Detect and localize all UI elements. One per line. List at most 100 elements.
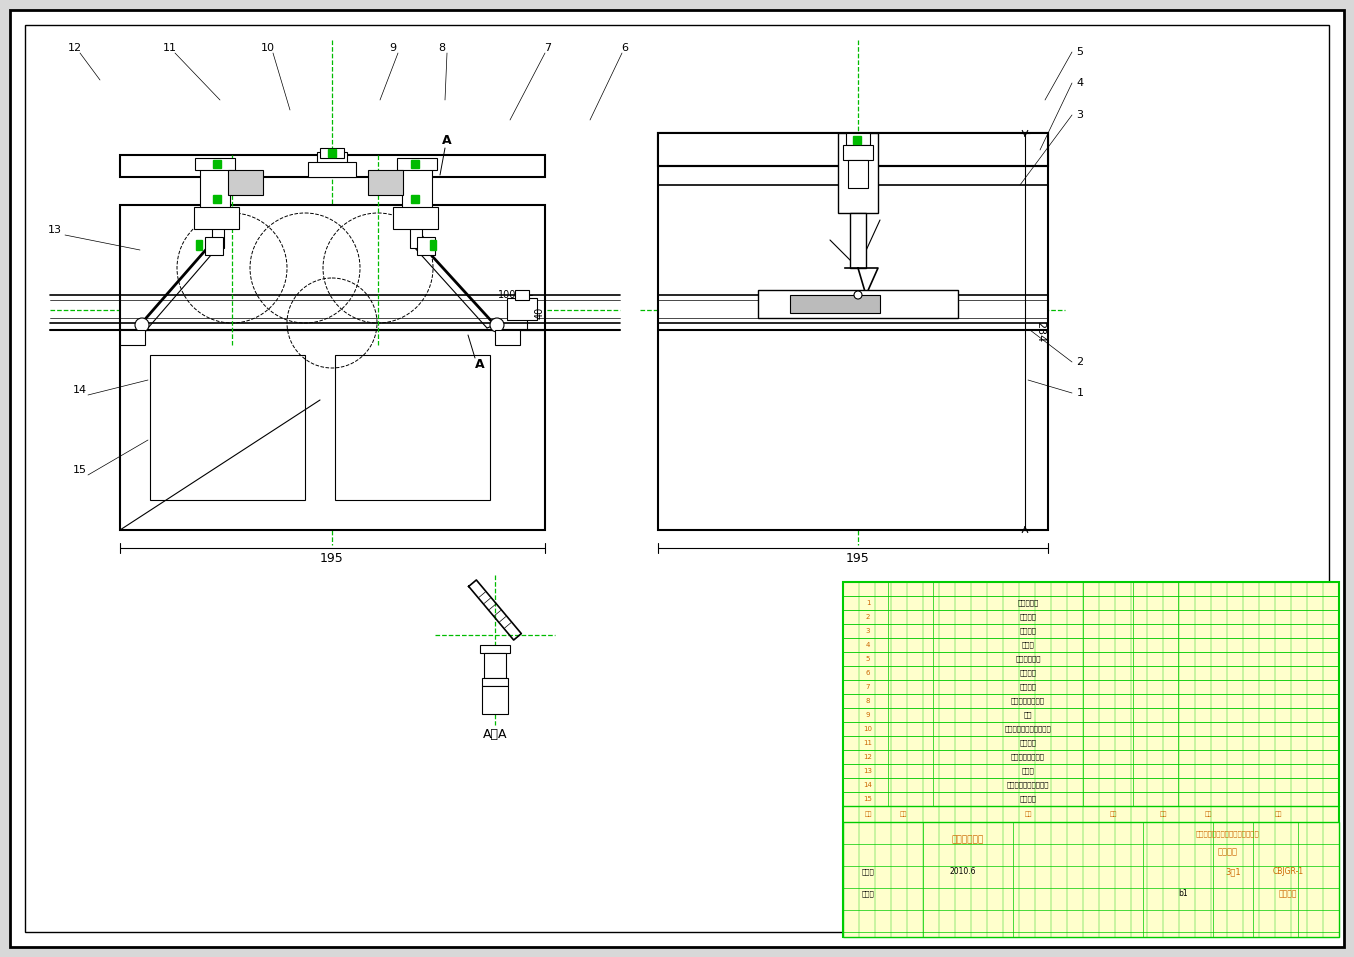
Text: 4: 4 <box>865 642 871 648</box>
Bar <box>121 330 546 530</box>
Text: 破冰小车: 破冰小车 <box>1020 670 1037 677</box>
Text: 输电线路除冰机器人除冰机构之一: 输电线路除冰机器人除冰机构之一 <box>1196 831 1259 837</box>
Text: 序号: 序号 <box>864 811 872 816</box>
Bar <box>844 145 873 160</box>
Bar <box>850 213 867 268</box>
Text: 破冰电机导平弹簧: 破冰电机导平弹簧 <box>1011 698 1045 704</box>
Text: 8: 8 <box>439 43 445 53</box>
Text: 15: 15 <box>864 796 872 802</box>
Text: 备注: 备注 <box>1274 811 1282 816</box>
Text: 重量: 重量 <box>1204 811 1212 816</box>
Text: 14: 14 <box>864 782 872 788</box>
Bar <box>844 822 1339 937</box>
Text: A－A: A－A <box>483 728 508 742</box>
Text: 4: 4 <box>1076 78 1083 88</box>
Text: 14: 14 <box>73 385 87 395</box>
Bar <box>200 165 230 215</box>
Text: 电源箱线路集成控制装置: 电源箱线路集成控制装置 <box>1005 725 1051 732</box>
Text: 9: 9 <box>390 43 397 53</box>
Text: 2: 2 <box>1076 357 1083 367</box>
Text: 195: 195 <box>846 551 869 565</box>
Bar <box>758 290 959 318</box>
Text: 9: 9 <box>865 712 871 718</box>
Text: 生高峰: 生高峰 <box>861 891 875 898</box>
Bar <box>213 160 221 168</box>
Text: 7: 7 <box>865 684 871 690</box>
Bar <box>481 645 510 653</box>
Bar <box>417 237 435 255</box>
Text: 蓄电机: 蓄电机 <box>1022 768 1034 774</box>
Text: 新型元件: 新型元件 <box>1020 683 1037 690</box>
Text: 2010.6: 2010.6 <box>949 867 976 877</box>
Text: 7: 7 <box>544 43 551 53</box>
Text: 1: 1 <box>865 600 871 606</box>
Text: 1: 1 <box>1076 388 1083 398</box>
Text: 行走小车导向花键装置: 行走小车导向花键装置 <box>1007 782 1049 789</box>
Text: 材料: 材料 <box>1109 811 1117 816</box>
Bar <box>844 582 1339 937</box>
Text: 3：1: 3：1 <box>1225 867 1240 877</box>
Text: 破冰车: 破冰车 <box>1022 642 1034 648</box>
Bar <box>412 195 418 203</box>
Text: 冰层厚度检测装置: 冰层厚度检测装置 <box>1011 754 1045 760</box>
Text: CBJGR-1: CBJGR-1 <box>1273 867 1304 877</box>
Text: 5: 5 <box>1076 47 1083 57</box>
Text: 代号: 代号 <box>899 811 907 816</box>
Circle shape <box>854 291 862 299</box>
Text: 12: 12 <box>864 754 872 760</box>
Text: 除冰机构: 除冰机构 <box>1219 848 1238 857</box>
Bar <box>658 133 1048 166</box>
Bar <box>317 152 347 167</box>
Bar <box>328 149 336 157</box>
Text: 3: 3 <box>1076 110 1083 120</box>
Text: 12: 12 <box>68 43 83 53</box>
Text: 2: 2 <box>865 614 871 620</box>
Bar <box>789 295 880 313</box>
Bar <box>196 240 202 250</box>
Bar <box>482 686 508 714</box>
Text: 设计武: 设计武 <box>861 869 875 876</box>
Text: 名称: 名称 <box>1024 811 1032 816</box>
Text: 100°: 100° <box>498 290 521 300</box>
Bar <box>194 207 240 229</box>
Bar <box>320 148 344 158</box>
Text: 破冰电机: 破冰电机 <box>1020 740 1037 746</box>
Bar <box>515 290 529 300</box>
Bar <box>496 330 520 345</box>
Bar <box>397 158 437 170</box>
Text: 10: 10 <box>864 726 872 732</box>
Text: 40: 40 <box>535 307 546 319</box>
Text: 13: 13 <box>47 225 62 235</box>
Bar <box>227 170 263 195</box>
Text: 破冰小车铸件: 破冰小车铸件 <box>1016 656 1041 662</box>
Text: A: A <box>475 359 485 371</box>
Text: 数量: 数量 <box>1159 811 1167 816</box>
Text: 15: 15 <box>73 465 87 475</box>
Text: 导导小轮子: 导导小轮子 <box>1017 600 1039 607</box>
Bar <box>482 678 508 686</box>
Bar <box>150 355 305 500</box>
Bar <box>121 330 145 345</box>
Bar <box>431 240 436 250</box>
Bar <box>412 160 418 168</box>
Text: 11: 11 <box>864 740 872 746</box>
Bar <box>846 133 871 145</box>
Text: 195: 195 <box>320 551 344 565</box>
Text: 13: 13 <box>864 768 872 774</box>
Text: 递冰山件: 递冰山件 <box>1020 628 1037 634</box>
Text: 控制装置: 控制装置 <box>1020 795 1037 802</box>
Bar <box>506 298 538 320</box>
Bar <box>307 162 356 177</box>
Text: b1: b1 <box>1178 889 1187 899</box>
Bar <box>213 195 221 203</box>
Bar <box>393 207 437 229</box>
Bar <box>410 213 422 248</box>
Bar <box>838 133 877 213</box>
Bar <box>121 155 546 177</box>
Bar <box>848 160 868 188</box>
Text: 湖南工业大学: 湖南工业大学 <box>952 835 984 844</box>
Text: 11: 11 <box>162 43 177 53</box>
Text: 234: 234 <box>1034 322 1045 343</box>
Bar <box>853 136 861 144</box>
Circle shape <box>490 318 504 332</box>
